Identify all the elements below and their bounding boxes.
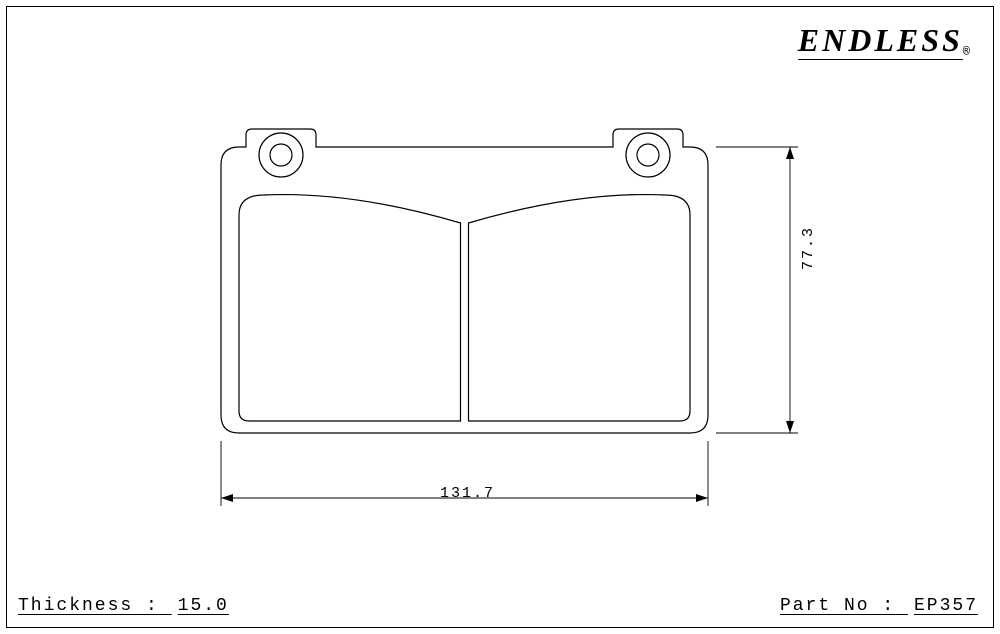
dimension-height-value: 77.3: [800, 226, 817, 270]
partno-value: EP357: [914, 596, 978, 616]
technical-drawing: [0, 0, 1000, 634]
partno-block: Part No : EP357: [780, 596, 978, 616]
thickness-block: Thickness : 15.0: [18, 596, 229, 616]
thickness-value: 15.0: [178, 596, 229, 616]
partno-label: Part No :: [780, 596, 895, 616]
dimension-width-value: 131.7: [440, 485, 495, 502]
thickness-label: Thickness :: [18, 596, 159, 616]
